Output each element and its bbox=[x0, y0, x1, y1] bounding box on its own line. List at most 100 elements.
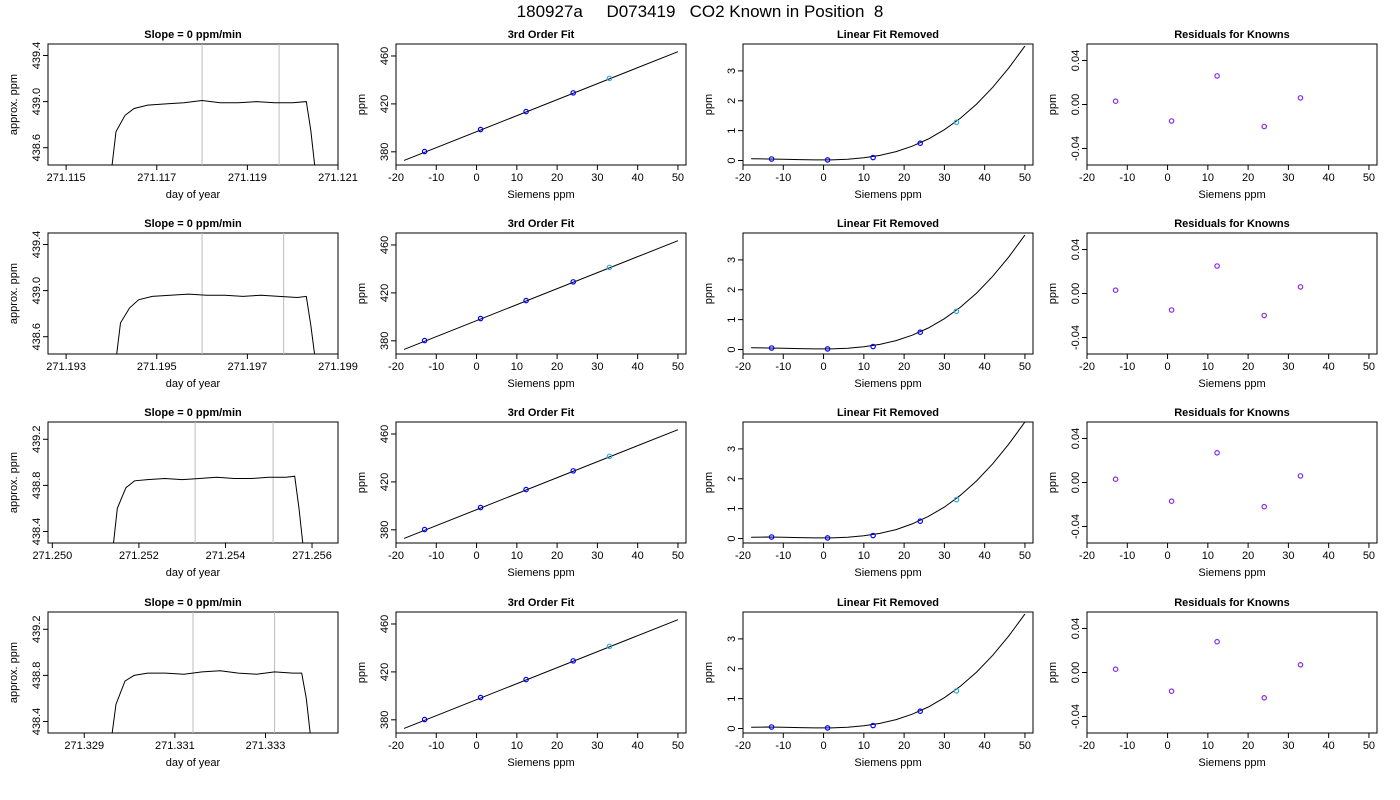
x-axis-label: Siemens ppm bbox=[854, 757, 921, 769]
x-tick-label: 0 bbox=[473, 740, 479, 752]
x-tick-label: 271.199 bbox=[318, 361, 358, 373]
y-tick-label: 380 bbox=[379, 711, 391, 729]
y-tick-label: 0 bbox=[726, 725, 738, 731]
x-tick-label: 0 bbox=[1164, 361, 1170, 373]
fit-line bbox=[403, 51, 679, 161]
x-tick-label: 30 bbox=[1282, 172, 1294, 184]
x-tick-label: 20 bbox=[898, 172, 910, 184]
fit-line bbox=[403, 619, 679, 729]
data-point bbox=[570, 90, 577, 96]
y-axis-label: ppm bbox=[1047, 283, 1059, 304]
x-tick-label: 10 bbox=[511, 361, 523, 373]
plot-area bbox=[403, 51, 679, 161]
panel-title: Linear Fit Removed bbox=[837, 218, 939, 230]
y-tick-label: 0 bbox=[726, 535, 738, 541]
panel-title: Linear Fit Removed bbox=[837, 407, 939, 419]
panel-title: Residuals for Knowns bbox=[1174, 218, 1290, 230]
y-tick-label: 438.8 bbox=[31, 662, 43, 690]
x-tick-label: 40 bbox=[1323, 550, 1335, 562]
y-tick-label: 439.2 bbox=[31, 426, 43, 454]
data-point bbox=[421, 337, 428, 344]
plot-area bbox=[1112, 638, 1304, 701]
plot-area bbox=[403, 240, 679, 350]
x-tick-label: -20 bbox=[1079, 740, 1095, 752]
x-tick-label: 50 bbox=[672, 172, 684, 184]
data-point bbox=[1214, 73, 1220, 79]
y-axis-label: approx. ppm bbox=[8, 74, 20, 135]
x-tick-label: -10 bbox=[428, 550, 444, 562]
x-tick-label: 50 bbox=[1363, 361, 1375, 373]
x-tick-label: 20 bbox=[1242, 361, 1254, 373]
x-tick-label: 10 bbox=[858, 361, 870, 373]
data-point bbox=[1297, 95, 1304, 101]
x-tick-label: 10 bbox=[511, 550, 523, 562]
x-tick-label: 0 bbox=[473, 550, 479, 562]
x-tick-label: -10 bbox=[1119, 740, 1135, 752]
x-axis-label: Siemens ppm bbox=[507, 567, 574, 579]
data-point bbox=[1297, 661, 1304, 668]
data-point bbox=[1168, 307, 1175, 313]
data-point bbox=[1261, 694, 1268, 701]
x-tick-label: -10 bbox=[775, 172, 791, 184]
panel-16: Residuals for Knowns -20 -10 0 10 20 30 40 50 -0.… bbox=[1047, 597, 1378, 769]
figure-title: 180927a D073419 CO2 Known in Position 8 bbox=[516, 2, 884, 21]
data-point bbox=[1112, 666, 1119, 673]
x-tick-label: 50 bbox=[1019, 172, 1031, 184]
x-tick-label: 30 bbox=[1282, 550, 1294, 562]
x-tick-label: 20 bbox=[898, 361, 910, 373]
plot-frame bbox=[395, 611, 687, 734]
x-axis-label: Siemens ppm bbox=[1198, 757, 1265, 769]
co2-trace bbox=[111, 99, 316, 165]
data-point bbox=[523, 486, 529, 493]
x-tick-label: 30 bbox=[591, 740, 603, 752]
plot-area bbox=[1112, 263, 1304, 319]
plot-frame bbox=[1086, 43, 1378, 166]
x-tick-label: 30 bbox=[1282, 361, 1294, 373]
x-tick-label: 271.254 bbox=[206, 550, 246, 562]
data-point bbox=[1297, 284, 1304, 290]
y-tick-label: 438.4 bbox=[31, 708, 43, 736]
plot-area bbox=[751, 422, 1026, 541]
data-point bbox=[523, 297, 529, 304]
data-point bbox=[477, 315, 484, 322]
x-tick-label: 271.250 bbox=[32, 550, 72, 562]
x-axis-label: Siemens ppm bbox=[854, 189, 921, 201]
data-point bbox=[570, 658, 577, 664]
x-axis-label: Siemens ppm bbox=[1198, 567, 1265, 579]
x-tick-label: 0 bbox=[820, 740, 826, 752]
data-point bbox=[1214, 449, 1220, 456]
y-tick-label: -0.04 bbox=[1070, 704, 1082, 729]
panel-2: 3rd Order Fit -20 -10 0 10 20 30 40 50 380 420 460 S… bbox=[356, 29, 687, 201]
y-tick-label: 439.0 bbox=[31, 277, 43, 305]
y-tick-label: 380 bbox=[379, 332, 391, 350]
x-tick-label: 40 bbox=[632, 550, 644, 562]
data-point bbox=[606, 643, 613, 650]
x-tick-label: 20 bbox=[551, 740, 563, 752]
y-tick-label: 420 bbox=[379, 284, 391, 302]
plot-frame bbox=[1086, 421, 1378, 544]
y-tick-label: 3 bbox=[726, 636, 738, 642]
x-tick-label: 50 bbox=[1019, 361, 1031, 373]
data-point bbox=[953, 688, 960, 694]
panel-3: Linear Fit Removed -20 -10 0 10 20 30 40 50 0 1 2 3 S… bbox=[703, 29, 1034, 201]
x-tick-label: 0 bbox=[473, 172, 479, 184]
y-tick-label: 1 bbox=[726, 506, 738, 512]
x-axis-label: day of year bbox=[166, 189, 221, 201]
x-tick-label: -10 bbox=[1119, 172, 1135, 184]
y-tick-label: 460 bbox=[379, 425, 391, 443]
panel-9: Slope = 0 ppm/min 271.250 271.252 271.254 27… bbox=[8, 407, 339, 579]
panel-title: 3rd Order Fit bbox=[508, 29, 575, 41]
plot-frame bbox=[742, 611, 1034, 734]
panel-11: Linear Fit Removed -20 -10 0 10 20 30 40 50 0 1 2 3 S… bbox=[703, 407, 1034, 579]
data-point bbox=[768, 724, 775, 730]
data-point bbox=[1112, 476, 1119, 483]
x-tick-label: -10 bbox=[775, 361, 791, 373]
x-tick-label: -10 bbox=[1119, 361, 1135, 373]
y-tick-label: 0 bbox=[726, 157, 738, 163]
panel-title: 3rd Order Fit bbox=[508, 407, 575, 419]
panel-4: Residuals for Knowns -20 -10 0 10 20 30 40 50 -0.… bbox=[1047, 29, 1378, 201]
x-tick-label: 30 bbox=[938, 361, 950, 373]
data-point bbox=[768, 345, 775, 351]
x-tick-label: 30 bbox=[591, 172, 603, 184]
plot-frame bbox=[1086, 611, 1378, 734]
